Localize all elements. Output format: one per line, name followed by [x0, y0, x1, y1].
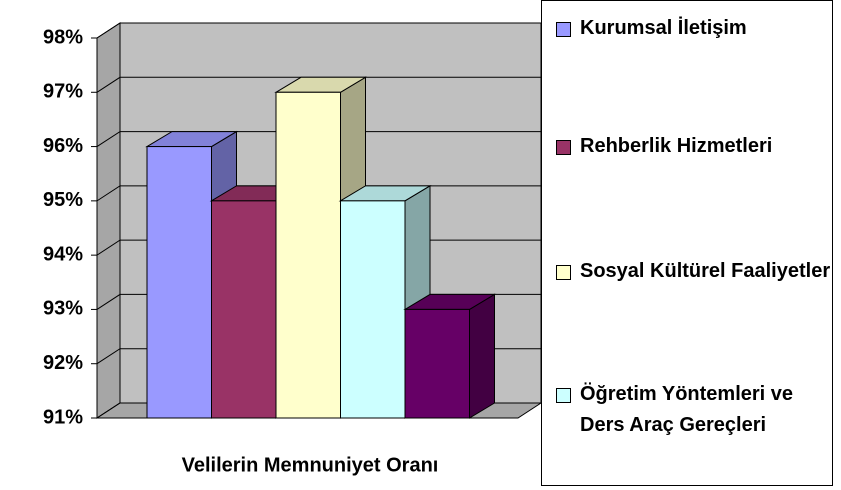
- grid-line: [96, 131, 541, 147]
- legend-label: Sosyal Kültürel Faaliyetler: [580, 260, 831, 282]
- legend-entry: Kurumsal İletişim: [556, 13, 831, 44]
- y-tick-label: 96%: [43, 135, 83, 157]
- legend-swatch: [556, 388, 571, 403]
- bar-front: [211, 200, 277, 419]
- bar: [403, 293, 497, 419]
- bar-front: [146, 146, 212, 419]
- y-tick-label: 97%: [43, 81, 83, 103]
- y-tick-label: 95%: [43, 189, 83, 211]
- legend: Kurumsal İletişim Rehberlik Hizmetleri Sos…: [541, 0, 833, 486]
- legend-swatch: [556, 140, 571, 155]
- legend-label: Rehberlik Hizmetleri: [580, 135, 773, 157]
- legend-entry: Sosyal Kültürel Faaliyetler: [556, 256, 831, 287]
- legend-entry: Rehberlik Hizmetleri: [556, 131, 831, 162]
- bar-side: [469, 293, 495, 419]
- side-wall: [96, 22, 121, 419]
- bar-front: [404, 308, 470, 419]
- y-tick-label: 93%: [43, 298, 83, 320]
- y-tick-label: 91%: [43, 406, 83, 428]
- legend-entry: Öğretim Yöntemleri ve Ders Araç Gereçler…: [556, 379, 831, 441]
- y-tick-label: 94%: [43, 243, 83, 265]
- bar-front: [275, 91, 341, 419]
- legend-swatch: [556, 265, 571, 280]
- legend-label: Kurumsal İletişim: [580, 17, 747, 39]
- grid-line: [96, 76, 541, 93]
- legend-label: Öğretim Yöntemleri ve Ders Araç Gereçler…: [580, 383, 794, 436]
- bar-front: [340, 200, 406, 419]
- y-tick-label: 92%: [43, 352, 83, 374]
- grid-line: [96, 22, 541, 39]
- x-category-label: Velilerin Memnuniyet Oranı: [182, 454, 439, 476]
- y-tick-label: 98%: [43, 26, 83, 48]
- legend-swatch: [556, 22, 571, 37]
